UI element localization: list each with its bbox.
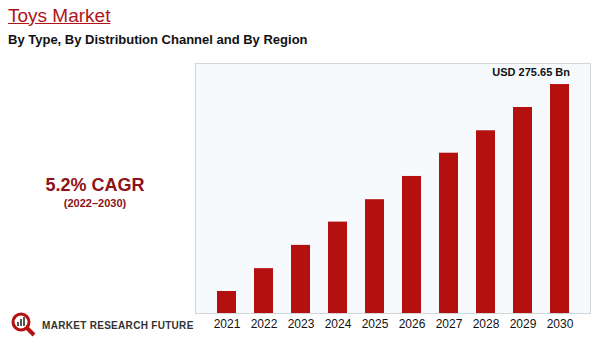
html-text:By Type, By Distribution Chann: By Type, By Distribution Channel and By … — [8, 32, 308, 47]
html-text:(2022–2030): (2022–2030) — [63, 197, 127, 209]
svg-text:2023: 2023 — [288, 317, 315, 331]
svg-text:USD 275.65 Bn: USD 275.65 Bn — [492, 66, 570, 78]
svg-text:2030: 2030 — [547, 317, 574, 331]
html-text:Toys Market: Toys Market — [8, 5, 111, 26]
html-text:MARKET RESEARCH FUTURE: MARKET RESEARCH FUTURE — [42, 320, 194, 331]
svg-text:2021: 2021 — [214, 317, 241, 331]
svg-text:2025: 2025 — [362, 317, 389, 331]
svg-text:2026: 2026 — [399, 317, 426, 331]
html-text:5.2% CAGR: 5.2% CAGR — [45, 175, 145, 195]
svg-text:2029: 2029 — [510, 317, 537, 331]
svg-text:2024: 2024 — [325, 317, 352, 331]
svg-text:2028: 2028 — [473, 317, 500, 331]
svg-text:2022: 2022 — [251, 317, 278, 331]
svg-text:2027: 2027 — [436, 317, 463, 331]
